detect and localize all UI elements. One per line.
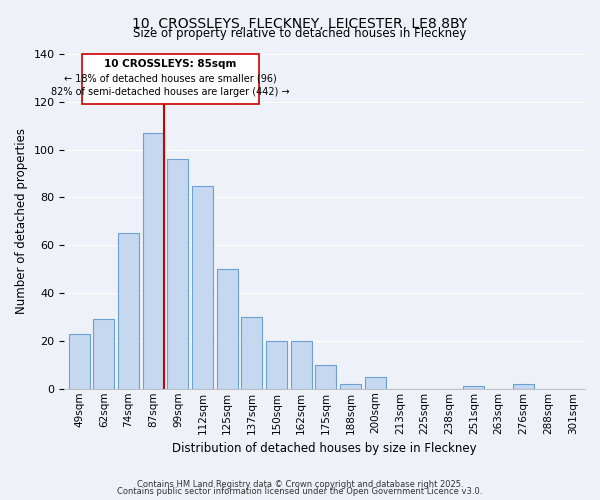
Y-axis label: Number of detached properties: Number of detached properties [15,128,28,314]
Bar [463,386,484,389]
Bar [365,377,386,389]
Bar [340,384,361,389]
Bar [94,320,115,389]
Text: Size of property relative to detached houses in Fleckney: Size of property relative to detached ho… [133,28,467,40]
Bar [143,133,164,389]
Bar [291,341,312,389]
Bar [167,159,188,389]
Bar [69,334,89,389]
Bar [241,317,262,389]
Text: Contains HM Land Registry data © Crown copyright and database right 2025.: Contains HM Land Registry data © Crown c… [137,480,463,489]
Text: 10, CROSSLEYS, FLECKNEY, LEICESTER, LE8 8BY: 10, CROSSLEYS, FLECKNEY, LEICESTER, LE8 … [133,18,467,32]
Bar [266,341,287,389]
Bar [192,186,213,389]
Bar [118,234,139,389]
X-axis label: Distribution of detached houses by size in Fleckney: Distribution of detached houses by size … [172,442,477,455]
Text: 10 CROSSLEYS: 85sqm: 10 CROSSLEYS: 85sqm [104,59,236,69]
Bar [217,269,238,389]
Text: 82% of semi-detached houses are larger (442) →: 82% of semi-detached houses are larger (… [51,88,290,98]
Bar [513,384,534,389]
Text: Contains public sector information licensed under the Open Government Licence v3: Contains public sector information licen… [118,487,482,496]
Bar [316,365,337,389]
FancyBboxPatch shape [82,54,259,104]
Text: ← 18% of detached houses are smaller (96): ← 18% of detached houses are smaller (96… [64,73,277,83]
